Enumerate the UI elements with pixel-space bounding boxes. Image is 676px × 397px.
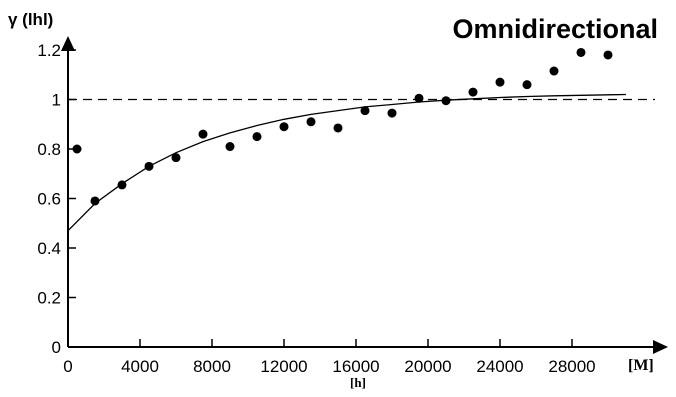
chart-title: Omnidirectional: [452, 14, 658, 44]
data-point: [225, 142, 235, 152]
data-points: [72, 47, 613, 206]
x-axis-unit: [M]: [628, 357, 654, 374]
x-tick-label: 0: [63, 357, 72, 376]
data-point: [360, 106, 370, 116]
x-tick-label: 28000: [548, 357, 595, 376]
data-point: [549, 66, 559, 76]
data-point: [468, 87, 478, 97]
x-tick-label: 8000: [193, 357, 231, 376]
data-point: [603, 50, 613, 60]
y-axis-label: γ (lhl): [8, 10, 53, 29]
data-point: [198, 129, 208, 139]
y-tick-label: 0.6: [37, 190, 61, 209]
data-point: [279, 122, 289, 132]
data-point: [522, 80, 532, 90]
x-axis-label: [h]: [350, 375, 366, 390]
y-tick-label: 0.4: [37, 239, 61, 258]
x-tick-label: 20000: [404, 357, 451, 376]
y-tick-label: 0.2: [37, 289, 61, 308]
x-axis-arrow: [653, 340, 668, 354]
data-point: [252, 132, 262, 142]
x-tick-label: 4000: [121, 357, 159, 376]
data-point: [441, 96, 451, 106]
x-ticks: 0 4000 8000 12000 16000 20000 24000 28000: [63, 339, 596, 376]
x-tick-label: 24000: [476, 357, 523, 376]
data-point: [117, 180, 127, 190]
fit-curve-group: [67, 93, 627, 232]
data-point: [576, 47, 586, 57]
y-axis-arrow: [61, 36, 75, 51]
x-tick-label: 12000: [260, 357, 307, 376]
y-tick-label: 1.2: [37, 41, 61, 60]
data-point: [72, 144, 82, 154]
data-point: [333, 123, 343, 133]
data-point: [90, 196, 100, 206]
y-tick-label: 0: [52, 338, 61, 357]
x-tick-label: 16000: [332, 357, 379, 376]
data-point: [387, 108, 397, 118]
data-point: [414, 93, 424, 103]
y-tick-label: 0.8: [37, 140, 61, 159]
data-point: [171, 153, 181, 163]
axes: [61, 36, 668, 354]
data-point: [495, 77, 505, 87]
data-point: [306, 117, 316, 127]
fit-curve: [67, 93, 627, 232]
y-ticks: 0 0.2 0.4 0.6 0.8 1 1.2: [37, 41, 76, 357]
data-point: [144, 161, 154, 171]
y-tick-label: 1: [52, 91, 61, 110]
